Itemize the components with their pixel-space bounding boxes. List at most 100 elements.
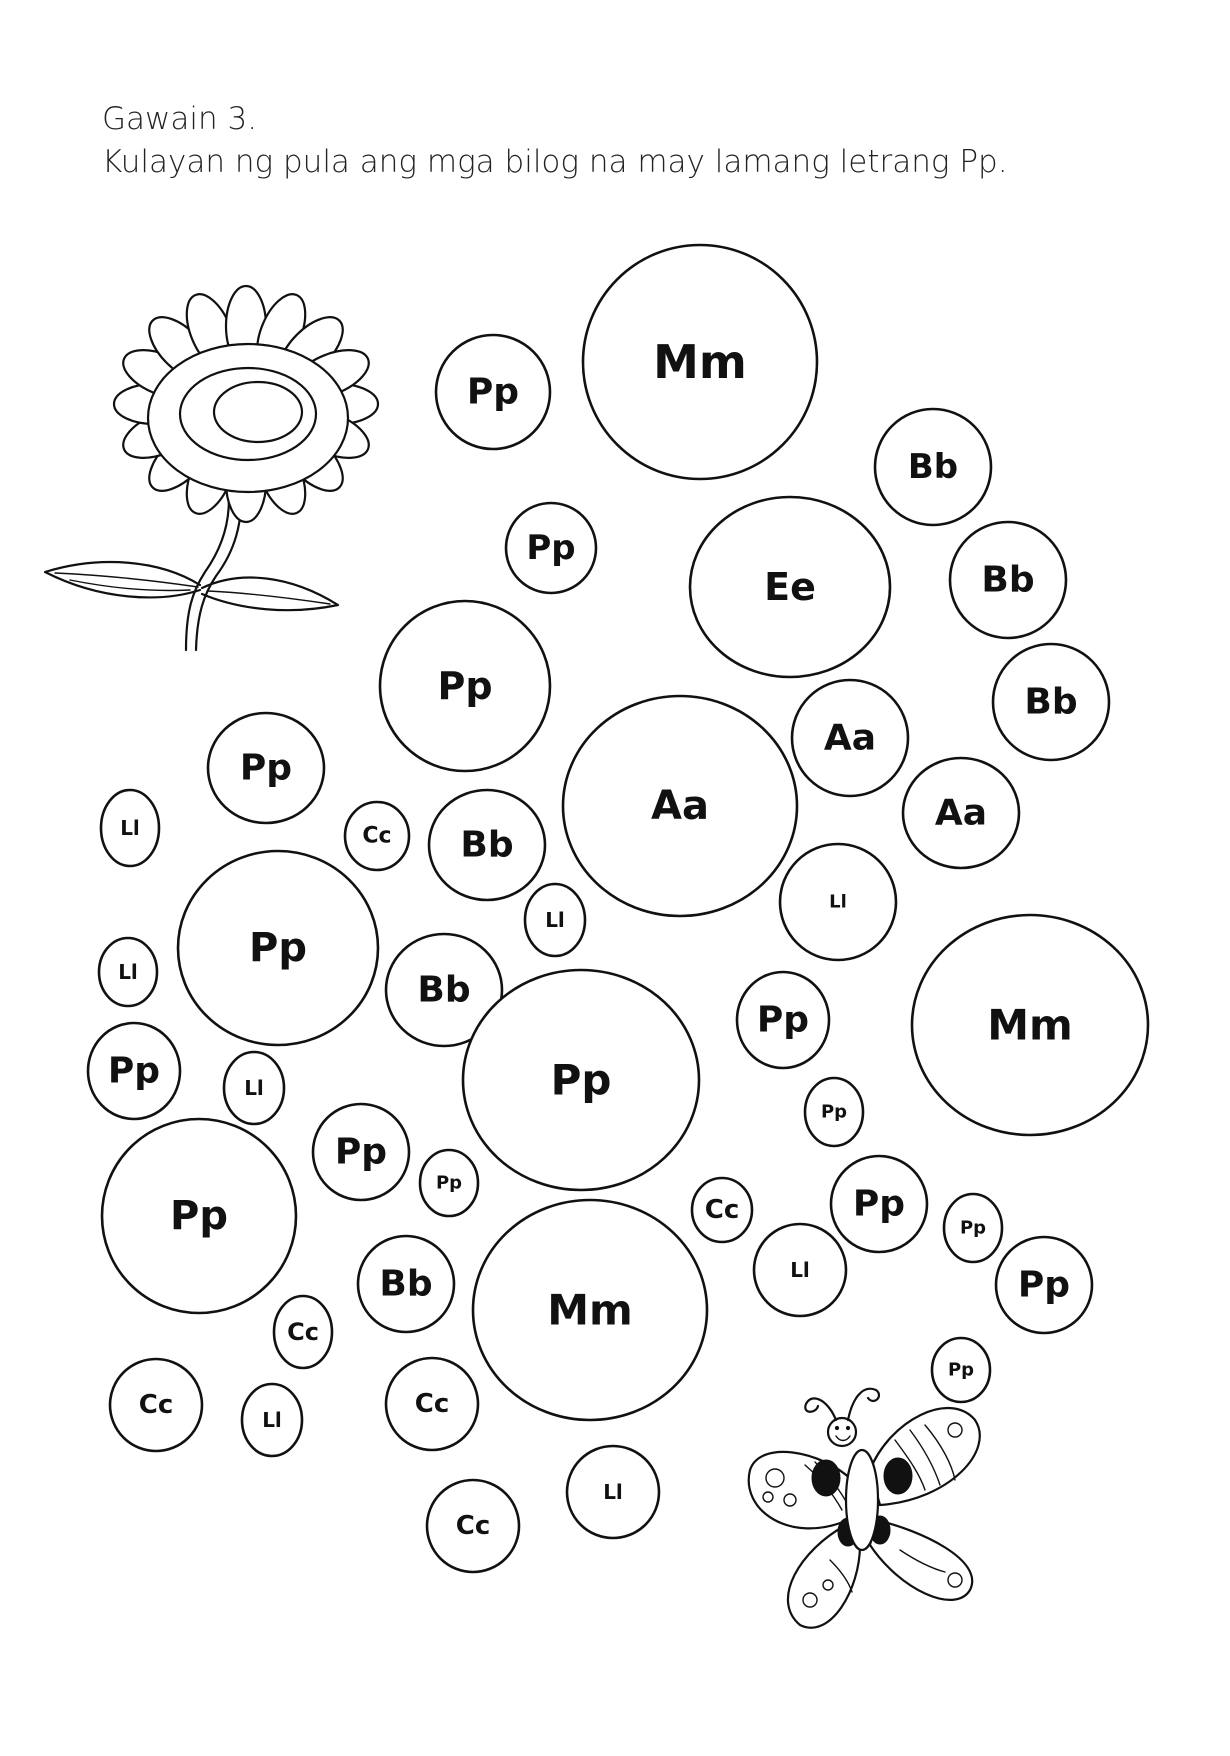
bubble-circle[interactable] — [425, 1478, 521, 1574]
letter-bubble-ll[interactable]: Ll — [99, 788, 161, 868]
bubble-circle[interactable] — [100, 1117, 298, 1315]
bubble-letter: Bb — [379, 1264, 432, 1305]
letter-bubble-pp[interactable]: Pp — [942, 1192, 1004, 1264]
bubble-letter: Cc — [139, 1390, 174, 1420]
bubble-circle[interactable] — [311, 1102, 411, 1202]
letter-bubble-ll[interactable]: Ll — [240, 1382, 304, 1458]
letter-bubble-pp[interactable]: Pp — [930, 1336, 992, 1404]
letter-bubble-pp[interactable]: Pp — [994, 1235, 1094, 1335]
bubble-circle[interactable] — [752, 1222, 848, 1318]
letter-bubble-ll[interactable]: Ll — [222, 1050, 286, 1126]
bubble-circle[interactable] — [461, 968, 701, 1192]
bubble-circle[interactable] — [108, 1357, 204, 1453]
letter-bubble-aa[interactable]: Aa — [901, 756, 1021, 870]
bubble-circle[interactable] — [97, 936, 159, 1008]
bubble-circle[interactable] — [86, 1021, 182, 1121]
letter-bubble-mm[interactable]: Mm — [581, 243, 819, 481]
bubble-circle[interactable] — [99, 788, 161, 868]
letter-bubble-mm[interactable]: Mm — [471, 1198, 709, 1422]
bubble-letter: Mm — [653, 335, 747, 389]
bubble-circle[interactable] — [418, 1148, 480, 1218]
letter-bubble-ll[interactable]: Ll — [778, 842, 898, 962]
letter-bubble-ll[interactable]: Ll — [752, 1222, 848, 1318]
bubble-circle[interactable] — [991, 642, 1111, 762]
letter-bubble-mm[interactable]: Mm — [910, 913, 1150, 1137]
letter-bubble-cc[interactable]: Cc — [108, 1357, 204, 1453]
bubble-circle[interactable] — [565, 1444, 661, 1540]
bubble-circle[interactable] — [690, 1176, 754, 1244]
letter-bubble-ll[interactable]: Ll — [523, 882, 587, 958]
bubble-circle[interactable] — [910, 913, 1150, 1137]
letter-bubble-pp[interactable]: Pp — [434, 333, 552, 451]
bubble-circle[interactable] — [948, 520, 1068, 640]
bubble-circle[interactable] — [378, 599, 552, 773]
letter-bubble-aa[interactable]: Aa — [790, 678, 910, 798]
bubble-letter: Cc — [287, 1318, 319, 1346]
bubble-circle[interactable] — [222, 1050, 286, 1126]
bubble-circle[interactable] — [790, 678, 910, 798]
letter-bubble-bb[interactable]: Bb — [427, 788, 547, 902]
bubble-circle[interactable] — [176, 849, 380, 1047]
bubble-circle[interactable] — [829, 1154, 929, 1254]
letter-bubble-pp[interactable]: Pp — [803, 1076, 865, 1148]
bubble-circle[interactable] — [427, 788, 547, 902]
worksheet-header: Gawain 3. Kulayan ng pula ang mga bilog … — [102, 98, 1008, 184]
letter-bubble-pp[interactable]: Pp — [461, 968, 701, 1192]
letter-bubble-aa[interactable]: Aa — [561, 694, 799, 918]
letter-bubble-cc[interactable]: Cc — [272, 1294, 334, 1370]
bubble-letter: Ll — [790, 1258, 810, 1282]
letter-bubble-pp[interactable]: Pp — [206, 711, 326, 825]
bubble-circle[interactable] — [272, 1294, 334, 1370]
bubble-circle[interactable] — [561, 694, 799, 918]
letter-bubble-bb[interactable]: Bb — [356, 1234, 456, 1334]
bubble-circle[interactable] — [356, 1234, 456, 1334]
bubble-circle[interactable] — [581, 243, 819, 481]
bubble-circle[interactable] — [471, 1198, 709, 1422]
letter-bubble-pp[interactable]: Pp — [829, 1154, 929, 1254]
bubble-letter: Cc — [456, 1511, 491, 1541]
letter-bubble-ll[interactable]: Ll — [97, 936, 159, 1008]
letter-bubble-cc[interactable]: Cc — [384, 1356, 480, 1452]
letter-bubble-bb[interactable]: Bb — [384, 932, 504, 1048]
bubble-circle[interactable] — [688, 495, 892, 679]
bubble-circle[interactable] — [873, 407, 993, 527]
letter-bubble-bb[interactable]: Bb — [948, 520, 1068, 640]
bubble-letter: Pp — [960, 1218, 986, 1239]
bubble-letter: Ll — [545, 908, 565, 932]
bubble-circle[interactable] — [206, 711, 326, 825]
bubble-circle[interactable] — [384, 932, 504, 1048]
bubble-circle[interactable] — [930, 1336, 992, 1404]
bubble-circle[interactable] — [803, 1076, 865, 1148]
letter-bubble-cc[interactable]: Cc — [690, 1176, 754, 1244]
letter-bubble-pp[interactable]: Pp — [378, 599, 552, 773]
bubble-circle[interactable] — [384, 1356, 480, 1452]
letter-bubble-bb[interactable]: Bb — [873, 407, 993, 527]
bubble-letter: Cc — [362, 824, 391, 849]
letter-bubble-pp[interactable]: Pp — [176, 849, 380, 1047]
bubble-circle[interactable] — [343, 800, 411, 872]
bubble-circle[interactable] — [735, 970, 831, 1070]
letter-bubble-pp[interactable]: Pp — [100, 1117, 298, 1315]
letter-bubble-ee[interactable]: Ee — [688, 495, 892, 679]
bubble-circle[interactable] — [994, 1235, 1094, 1335]
bubble-circle[interactable] — [523, 882, 587, 958]
bubble-circle[interactable] — [434, 333, 552, 451]
letter-bubble-cc[interactable]: Cc — [343, 800, 411, 872]
letter-bubble-pp[interactable]: Pp — [311, 1102, 411, 1202]
bubble-circle[interactable] — [504, 501, 598, 595]
bubble-letter: Aa — [651, 783, 709, 829]
letter-bubble-cc[interactable]: Cc — [425, 1478, 521, 1574]
letter-bubble-pp[interactable]: Pp — [504, 501, 598, 595]
bubble-circle[interactable] — [901, 756, 1021, 870]
letter-bubble-pp[interactable]: Pp — [86, 1021, 182, 1121]
bubble-circle[interactable] — [240, 1382, 304, 1458]
letter-bubble-pp[interactable]: Pp — [735, 970, 831, 1070]
bubble-letter: Pp — [757, 1000, 809, 1041]
bubble-circle[interactable] — [778, 842, 898, 962]
letter-bubble-bb[interactable]: Bb — [991, 642, 1111, 762]
bubble-letter: Pp — [437, 664, 492, 708]
letter-bubble-pp[interactable]: Pp — [418, 1148, 480, 1218]
letter-bubble-ll[interactable]: Ll — [565, 1444, 661, 1540]
bubble-circle[interactable] — [942, 1192, 1004, 1264]
